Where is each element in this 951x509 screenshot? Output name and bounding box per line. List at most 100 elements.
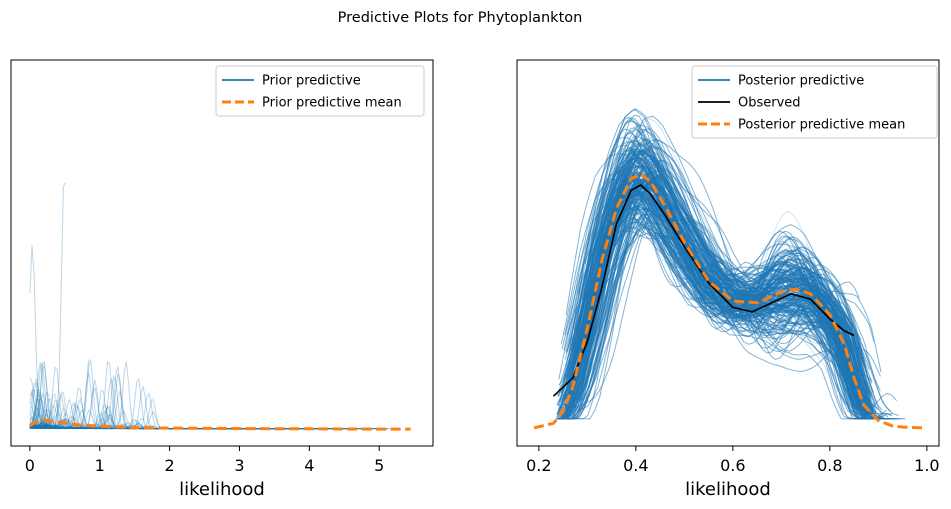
prior-sample-line [29, 407, 71, 430]
posterior-sample-line [564, 226, 881, 420]
prior-sample-line [29, 361, 121, 430]
prior-sample-line [29, 366, 62, 429]
prior-sample-line [29, 393, 62, 429]
prior-predictive-series [29, 418, 411, 431]
prior-sample-line [29, 401, 104, 430]
posterior-x-axis-label: likelihood [685, 479, 771, 500]
prior-sample-line [29, 376, 68, 429]
posterior-plot-frame [516, 59, 940, 447]
prior-sample-line [29, 421, 338, 430]
x-tick-label: 5 [374, 456, 384, 475]
posterior-sample-line [566, 118, 878, 419]
prior-sample-line [29, 244, 102, 430]
posterior-predictive-sample-lines [555, 108, 906, 420]
legend-label: Posterior predictive [738, 74, 864, 89]
prior-sample-line [29, 423, 148, 430]
posterior-predictive-series [533, 172, 923, 430]
prior-sample-line [29, 421, 51, 429]
posterior-sample-line [565, 122, 868, 401]
prior-sample-line [29, 423, 54, 429]
posterior-predictive-panel: 0.2 0.4 0.6 0.8 1.0 likelihood Posterior pre… [516, 59, 940, 500]
prior-sample-line [29, 422, 70, 430]
prior-sample-line [29, 388, 104, 430]
observed-line [552, 184, 855, 397]
prior-sample-line [29, 420, 70, 429]
prior-sample-line [29, 424, 62, 430]
prior-sample-line [29, 182, 66, 430]
x-tick-label: 1.0 [914, 456, 939, 475]
prior-sample-line [29, 364, 52, 428]
posterior-sample-line [564, 179, 876, 420]
posterior-sample-line [584, 138, 862, 370]
prior-sample-line [29, 425, 118, 430]
prior-sample-line [29, 419, 66, 430]
prior-sample-line [29, 424, 68, 430]
prior-sample-line [29, 425, 146, 430]
x-tick-label: 0.8 [817, 456, 842, 475]
legend-label: Posterior predictive mean [738, 118, 905, 133]
posterior-sample-line [568, 165, 861, 403]
prior-sample-line [29, 417, 87, 430]
prior-sample-line [29, 372, 98, 430]
prior-sample-line [29, 361, 144, 430]
posterior-sample-line [560, 172, 882, 420]
posterior-legend: Posterior predictive Observed Posterior pr… [691, 65, 938, 139]
prior-sample-line [29, 387, 104, 430]
prior-sample-line [29, 392, 52, 429]
prior-sample-line [29, 417, 200, 430]
x-tick-label: 0 [25, 456, 35, 475]
posterior-sample-line [565, 140, 877, 415]
prior-sample-line [29, 423, 160, 430]
posterior-x-axis-ticks: 0.2 0.4 0.6 0.8 1.0 [526, 446, 940, 475]
prior-sample-line [29, 424, 108, 430]
prior-sample-line [29, 422, 202, 430]
posterior-sample-line [568, 139, 860, 420]
prior-sample-line [29, 424, 58, 429]
posterior-predictive-mean-line [533, 172, 923, 430]
prior-sample-line [29, 425, 64, 430]
prior-sample-line [29, 419, 87, 430]
prior-x-axis-label: likelihood [179, 479, 265, 500]
prior-legend: Prior predictive Prior predictive mean [215, 65, 425, 117]
prior-sample-line [29, 424, 68, 430]
prior-sample-line [29, 418, 129, 430]
x-tick-label: 2 [165, 456, 175, 475]
legend-label: Observed [738, 96, 801, 111]
figure-title: Predictive Plots for Phytoplankton [338, 10, 583, 26]
prior-sample-line [29, 422, 52, 430]
prior-predictive-sample-lines [29, 182, 393, 430]
prior-sample-line [29, 424, 62, 429]
prior-sample-line [29, 409, 181, 430]
x-tick-label: 0.2 [526, 456, 551, 475]
prior-sample-line [29, 424, 51, 429]
posterior-sample-line [573, 197, 866, 411]
prior-sample-line [29, 418, 110, 430]
prior-sample-line [29, 406, 167, 430]
prior-sample-line [29, 409, 108, 430]
x-tick-label: 1 [95, 456, 105, 475]
prior-sample-line [29, 423, 51, 430]
prior-sample-line [29, 424, 97, 430]
prior-sample-line [29, 423, 51, 429]
posterior-sample-line [564, 188, 905, 420]
posterior-sample-line [574, 158, 867, 405]
posterior-sample-line [561, 186, 873, 419]
prior-sample-line [29, 419, 77, 430]
prior-sample-line [29, 421, 52, 429]
legend-label: Prior predictive mean [262, 96, 402, 111]
x-tick-label: 0.6 [720, 456, 745, 475]
prior-sample-line [29, 418, 164, 430]
prior-sample-line [29, 421, 85, 430]
prior-sample-line [29, 400, 79, 429]
prior-sample-line [29, 377, 162, 430]
prior-sample-line [29, 423, 102, 430]
prior-plot-frame [10, 59, 434, 447]
legend-box [215, 65, 425, 117]
posterior-sample-line [560, 147, 877, 406]
posterior-sample-line [569, 226, 871, 420]
prior-sample-line [29, 415, 91, 430]
prior-sample-line [29, 424, 77, 430]
posterior-sample-line [571, 222, 878, 420]
prior-sample-line [29, 424, 150, 430]
x-tick-label: 3 [234, 456, 244, 475]
